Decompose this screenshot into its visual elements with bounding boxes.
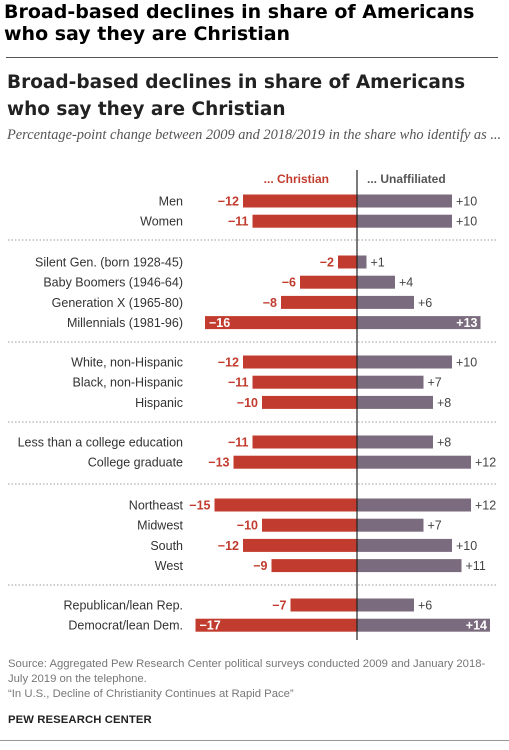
row-label: Republican/lean Rep. xyxy=(63,599,183,613)
christian-bar xyxy=(243,538,357,552)
christian-value: −11 xyxy=(228,376,249,390)
row-label: Women xyxy=(140,215,183,229)
christian-value: −11 xyxy=(228,215,249,229)
christian-bar xyxy=(195,618,357,632)
christian-bar xyxy=(281,295,357,309)
christian-value: −7 xyxy=(272,599,286,613)
row-label: West xyxy=(155,559,184,573)
row-label: Generation X (1965-80) xyxy=(52,296,183,310)
unaffiliated-bar xyxy=(357,598,414,612)
christian-bar xyxy=(243,194,357,208)
unaffiliated-value: +1 xyxy=(371,256,385,270)
christian-bar xyxy=(300,275,357,289)
christian-bar xyxy=(252,214,357,228)
unaffiliated-bar xyxy=(357,194,452,208)
org-credit: PEW RESEARCH CENTER xyxy=(8,714,152,726)
christian-value: −16 xyxy=(209,316,230,330)
unaffiliated-bar xyxy=(357,275,395,289)
unaffiliated-value: +6 xyxy=(418,296,432,310)
unaffiliated-value: +14 xyxy=(466,619,487,633)
row-label: White, non-Hispanic xyxy=(71,356,183,370)
unaffiliated-bar xyxy=(357,498,471,512)
unaffiliated-value: +12 xyxy=(475,499,496,513)
christian-bar xyxy=(262,518,357,532)
legend-christian: ... Christian xyxy=(264,172,329,186)
christian-bar xyxy=(252,435,357,449)
unaffiliated-bar xyxy=(357,355,452,369)
page-title: Broad-based declines in share of America… xyxy=(4,1,475,45)
unaffiliated-bar xyxy=(357,455,471,469)
bottom-divider xyxy=(0,740,509,741)
unaffiliated-value: +10 xyxy=(456,356,477,370)
christian-value: −9 xyxy=(253,559,267,573)
report-note: “In U.S., Decline of Christianity Contin… xyxy=(8,688,294,700)
christian-value: −6 xyxy=(282,276,296,290)
row-label: Millennials (1981-96) xyxy=(67,316,183,330)
christian-bar xyxy=(338,255,357,269)
christian-bar xyxy=(233,455,357,469)
christian-value: −17 xyxy=(200,619,221,633)
christian-value: −12 xyxy=(218,539,239,553)
christian-value: −12 xyxy=(218,195,239,209)
christian-bar xyxy=(271,559,357,573)
christian-bar xyxy=(262,395,357,409)
christian-bar xyxy=(243,355,357,369)
unaffiliated-bar xyxy=(357,518,424,532)
row-label: Democrat/lean Dem. xyxy=(68,619,183,633)
row-label: Black, non-Hispanic xyxy=(73,376,183,390)
christian-value: −15 xyxy=(189,499,210,513)
unaffiliated-value: +12 xyxy=(475,456,496,470)
row-label: College graduate xyxy=(88,456,183,470)
row-label: Men xyxy=(159,195,183,209)
unaffiliated-value: +10 xyxy=(456,195,477,209)
unaffiliated-value: +11 xyxy=(466,559,486,573)
chart-notes: Source: Aggregated Pew Research Center p… xyxy=(8,657,503,702)
christian-bar xyxy=(205,316,357,330)
christian-value: −2 xyxy=(320,256,334,270)
christian-value: −12 xyxy=(218,356,239,370)
row-label: Hispanic xyxy=(135,396,183,410)
unaffiliated-value: +8 xyxy=(437,436,451,450)
row-label: Baby Boomers (1946-64) xyxy=(43,276,183,290)
unaffiliated-value: +4 xyxy=(399,276,413,290)
row-label: Less than a college education xyxy=(18,436,183,450)
unaffiliated-value: +10 xyxy=(456,215,477,229)
chart-subtitle: Percentage-point change between 2009 and… xyxy=(7,127,502,143)
unaffiliated-bar xyxy=(357,435,433,449)
christian-bar xyxy=(252,375,357,389)
unaffiliated-bar xyxy=(357,618,490,632)
unaffiliated-value: +10 xyxy=(456,539,477,553)
row-label: Northeast xyxy=(129,499,184,513)
unaffiliated-value: +8 xyxy=(437,396,451,410)
unaffiliated-bar xyxy=(357,559,462,573)
row-label: South xyxy=(150,539,183,553)
unaffiliated-bar xyxy=(357,316,481,330)
unaffiliated-bar xyxy=(357,255,367,269)
unaffiliated-value: +7 xyxy=(428,519,442,533)
christian-bar xyxy=(290,598,357,612)
chart-title: Broad-based declines in share of America… xyxy=(7,72,466,120)
source-note: Source: Aggregated Pew Research Center p… xyxy=(8,658,486,685)
unaffiliated-bar xyxy=(357,214,452,228)
christian-value: −11 xyxy=(228,436,249,450)
christian-value: −10 xyxy=(237,396,258,410)
title-divider xyxy=(6,57,498,58)
legend-unaffiliated: ... Unaffiliated xyxy=(367,172,446,186)
unaffiliated-bar xyxy=(357,375,424,389)
christian-bar xyxy=(214,498,357,512)
christian-value: −8 xyxy=(263,296,277,310)
christian-value: −10 xyxy=(237,519,258,533)
christian-value: −13 xyxy=(208,456,229,470)
unaffiliated-bar xyxy=(357,295,414,309)
unaffiliated-bar xyxy=(357,395,433,409)
row-label: Silent Gen. (born 1928-45) xyxy=(35,256,183,270)
row-label: Midwest xyxy=(137,519,183,533)
bar-chart: ... Christian ... Unaffiliated Men −12 +10 Wo… xyxy=(8,170,498,640)
unaffiliated-value: +7 xyxy=(428,376,442,390)
unaffiliated-value: +6 xyxy=(418,599,432,613)
unaffiliated-bar xyxy=(357,538,452,552)
unaffiliated-value: +13 xyxy=(456,316,477,330)
